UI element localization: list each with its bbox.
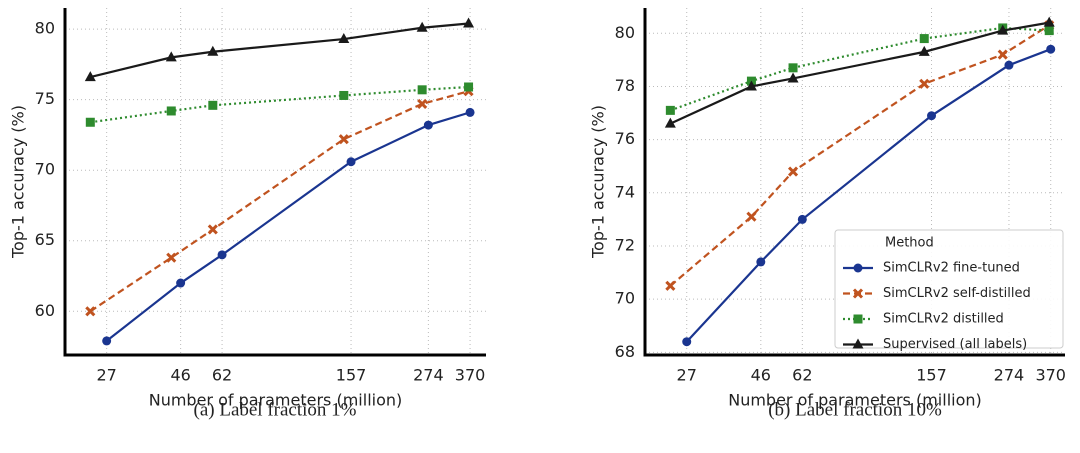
point [85,117,95,127]
x-tick-label: 370 [1035,366,1066,385]
point [746,211,757,222]
point [338,134,349,145]
legend-label: SimCLRv2 self-distilled [883,286,1031,301]
legend-marker [853,263,863,273]
axis-spine [63,8,486,357]
y-axis-label: Top-1 accuracy (%) [589,105,608,259]
point [165,51,177,62]
point [997,24,1009,35]
x-axis-label: Number of parameters (million) [728,391,982,410]
point [1043,16,1055,27]
point [665,105,675,115]
axis-spine [643,8,1065,357]
point [665,280,676,291]
point [465,107,475,117]
point [416,21,428,32]
point [918,45,930,56]
x-tick-label: 27 [677,366,697,385]
legend-label: SimCLRv2 distilled [883,312,1004,327]
series-line [685,48,1052,343]
x-tick-label: 46 [170,366,190,385]
point [338,33,350,44]
point [423,120,433,130]
legend-box [834,229,1064,349]
x-tick-label: 274 [994,366,1025,385]
y-tick-label: 72 [615,235,635,254]
point [788,63,798,73]
point [102,336,112,346]
point [84,71,96,82]
x-tick-label: 27 [96,366,116,385]
point [207,45,219,56]
legend-marker [852,338,864,349]
y-tick-label: 60 [35,301,55,320]
x-tick-label: 370 [455,366,486,385]
x-tick-label: 62 [792,366,812,385]
y-tick-label: 75 [35,89,55,108]
series-line [669,21,1050,125]
x-tick-label: 157 [916,366,947,385]
y-tick-label: 70 [615,289,635,308]
point [664,117,676,128]
caption: (b) Label fraction 10% [768,399,942,420]
point [1004,60,1014,70]
point [997,49,1008,60]
point [919,78,930,89]
point [787,72,799,83]
point [919,34,929,44]
point [745,80,757,91]
y-tick-label: 80 [615,23,635,42]
point [464,82,474,92]
point [166,106,176,116]
y-tick-label: 65 [35,230,55,249]
point [417,98,428,109]
point [208,100,218,110]
point [85,306,96,317]
legend-title: Method [885,236,934,251]
point [166,252,177,263]
point [756,257,766,267]
y-tick-label: 70 [35,160,55,179]
series-line [90,85,469,124]
point [682,337,692,347]
point [417,85,427,95]
y-axis-label: Top-1 accuracy (%) [9,105,28,259]
x-tick-label: 46 [751,366,771,385]
point [463,17,475,28]
series-line [105,111,471,342]
point [1046,44,1056,54]
point [217,250,227,260]
legend-marker [852,288,864,299]
point [346,157,356,167]
legend-label: SimCLRv2 fine-tuned [883,261,1020,276]
x-axis-label: Number of parameters (million) [149,391,403,410]
x-tick-label: 274 [413,366,444,385]
point [176,278,186,288]
caption: (a) Label fraction 1% [194,399,357,420]
y-tick-label: 76 [615,129,635,148]
point [1044,26,1054,36]
point [207,224,218,235]
y-tick-label: 80 [35,19,55,38]
series-line [89,90,469,313]
y-tick-label: 68 [615,342,635,361]
x-tick-label: 157 [336,366,367,385]
point [787,166,799,177]
point [927,111,937,121]
point [797,214,807,224]
legend-marker [853,314,863,324]
legend-label: Supervised (all labels) [883,337,1027,352]
point [339,90,349,100]
series-line [669,24,1050,287]
y-tick-label: 74 [615,182,635,201]
x-tick-label: 62 [212,366,232,385]
y-tick-label: 78 [615,76,635,95]
series-line [90,22,469,79]
